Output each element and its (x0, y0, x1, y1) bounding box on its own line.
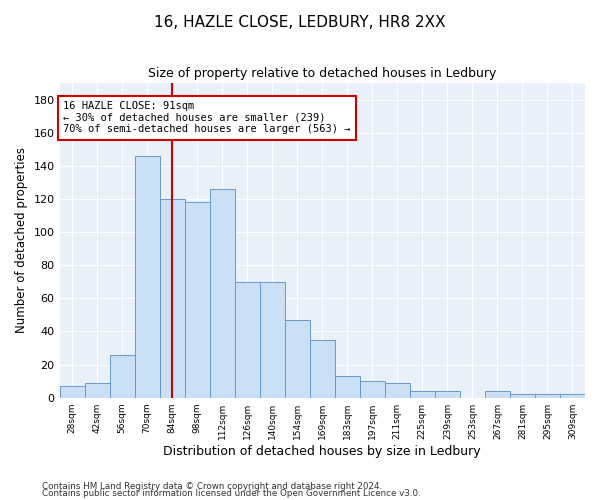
Bar (134, 156, 160, 398)
Bar (510, 394, 535, 398)
Text: 16, HAZLE CLOSE, LEDBURY, HR8 2XX: 16, HAZLE CLOSE, LEDBURY, HR8 2XX (154, 15, 446, 30)
Y-axis label: Number of detached properties: Number of detached properties (15, 148, 28, 334)
Bar (485, 391, 510, 398)
Text: Contains public sector information licensed under the Open Government Licence v3: Contains public sector information licen… (42, 490, 421, 498)
Bar (410, 391, 435, 398)
Text: 16 HAZLE CLOSE: 91sqm
← 30% of detached houses are smaller (239)
70% of semi-det: 16 HAZLE CLOSE: 91sqm ← 30% of detached … (63, 102, 350, 134)
Bar (110, 354, 134, 398)
Bar (335, 376, 360, 398)
Title: Size of property relative to detached houses in Ledbury: Size of property relative to detached ho… (148, 68, 496, 80)
X-axis label: Distribution of detached houses by size in Ledbury: Distribution of detached houses by size … (163, 444, 481, 458)
Bar (360, 381, 385, 398)
Bar (235, 282, 260, 398)
Bar (160, 199, 185, 398)
Bar (59, 386, 85, 398)
Bar (260, 282, 285, 398)
Bar (560, 394, 585, 398)
Bar (435, 391, 460, 398)
Bar (85, 383, 110, 398)
Bar (310, 340, 335, 398)
Bar (285, 320, 310, 398)
Bar (185, 202, 209, 398)
Text: Contains HM Land Registry data © Crown copyright and database right 2024.: Contains HM Land Registry data © Crown c… (42, 482, 382, 491)
Bar (535, 394, 560, 398)
Bar (209, 189, 235, 398)
Bar (385, 383, 410, 398)
